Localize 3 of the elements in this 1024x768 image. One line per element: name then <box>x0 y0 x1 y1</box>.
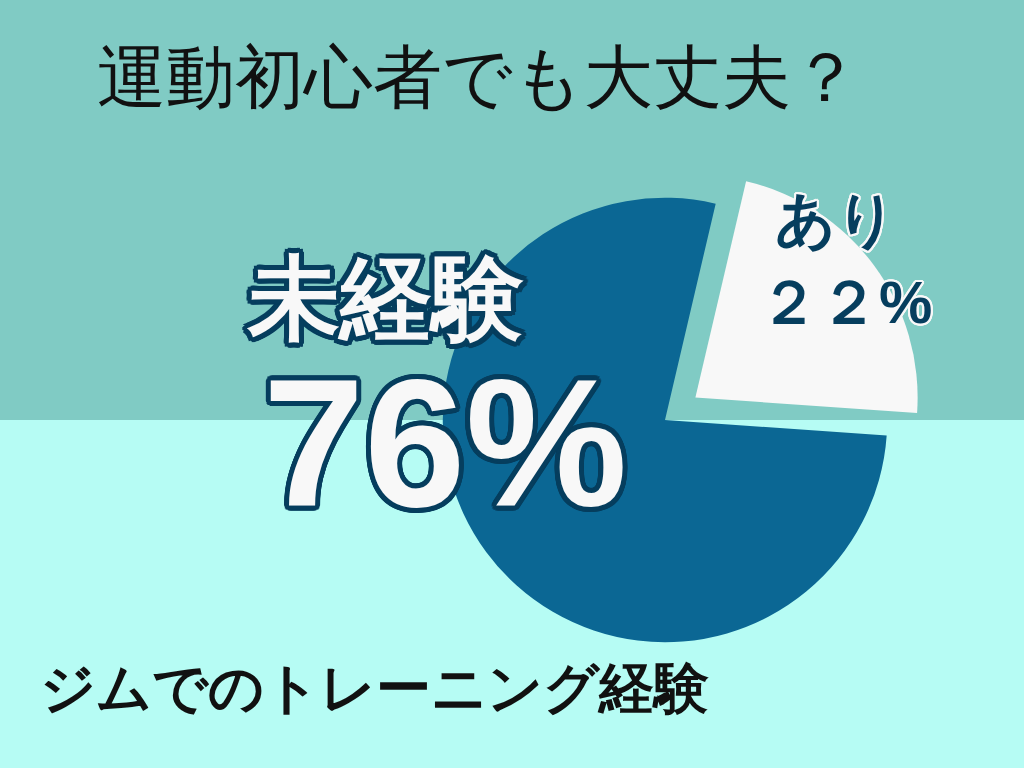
text: ジムでのトレーニング経験 <box>40 657 709 719</box>
chart-title: 運動初心者でも大丈夫？ <box>97 39 860 117</box>
slice-label: あり <box>775 186 897 253</box>
